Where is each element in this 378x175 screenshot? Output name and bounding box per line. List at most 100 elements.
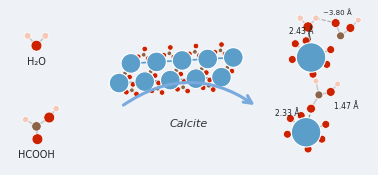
Circle shape <box>24 32 31 39</box>
Circle shape <box>160 70 180 90</box>
Circle shape <box>207 77 212 83</box>
Circle shape <box>187 51 192 57</box>
Circle shape <box>142 71 148 76</box>
Circle shape <box>142 46 147 52</box>
Circle shape <box>135 54 141 60</box>
Circle shape <box>130 82 136 87</box>
Circle shape <box>172 51 192 70</box>
Circle shape <box>31 40 42 51</box>
Circle shape <box>178 71 183 77</box>
Circle shape <box>156 80 161 86</box>
Circle shape <box>127 74 132 80</box>
Text: 2.43 Å: 2.43 Å <box>290 27 314 36</box>
Circle shape <box>32 122 41 131</box>
Circle shape <box>307 104 316 113</box>
Circle shape <box>297 112 305 120</box>
Circle shape <box>198 49 218 69</box>
Circle shape <box>302 37 310 45</box>
Circle shape <box>346 23 355 32</box>
Circle shape <box>175 62 180 67</box>
Text: Calcite: Calcite <box>170 119 208 129</box>
Circle shape <box>222 51 228 57</box>
Circle shape <box>123 71 127 75</box>
Circle shape <box>331 19 340 27</box>
Circle shape <box>212 50 218 55</box>
Circle shape <box>175 86 180 92</box>
Circle shape <box>174 68 178 73</box>
Circle shape <box>181 79 187 84</box>
Circle shape <box>323 60 331 68</box>
Circle shape <box>167 45 173 50</box>
Circle shape <box>200 85 206 90</box>
Circle shape <box>318 135 326 143</box>
Circle shape <box>291 118 321 147</box>
Circle shape <box>141 52 146 57</box>
Circle shape <box>168 69 174 75</box>
Circle shape <box>152 73 158 78</box>
Circle shape <box>355 17 361 23</box>
Circle shape <box>22 116 29 123</box>
Circle shape <box>313 78 319 84</box>
Circle shape <box>322 120 330 128</box>
Circle shape <box>297 15 304 21</box>
Circle shape <box>204 70 209 75</box>
Circle shape <box>225 65 230 70</box>
Circle shape <box>123 65 129 70</box>
Circle shape <box>284 130 291 138</box>
Circle shape <box>326 88 335 96</box>
Circle shape <box>304 145 312 153</box>
Circle shape <box>135 72 155 91</box>
Circle shape <box>303 22 313 32</box>
Circle shape <box>335 81 341 87</box>
Circle shape <box>315 91 323 99</box>
Circle shape <box>309 70 317 78</box>
Circle shape <box>149 88 155 93</box>
Circle shape <box>313 15 319 21</box>
Circle shape <box>186 69 206 89</box>
Circle shape <box>167 51 172 56</box>
Circle shape <box>146 56 151 61</box>
Circle shape <box>211 87 216 92</box>
Circle shape <box>212 67 231 87</box>
Circle shape <box>148 69 153 74</box>
Circle shape <box>44 112 55 123</box>
Circle shape <box>229 68 235 74</box>
Circle shape <box>130 88 134 92</box>
Text: 2.33 Å: 2.33 Å <box>275 108 299 118</box>
Circle shape <box>121 54 141 73</box>
Circle shape <box>327 46 335 54</box>
Circle shape <box>181 85 185 90</box>
Circle shape <box>200 60 206 66</box>
Circle shape <box>291 40 299 48</box>
Circle shape <box>42 32 49 39</box>
Circle shape <box>193 43 199 49</box>
Text: ~3.80 Å: ~3.80 Å <box>323 9 352 16</box>
Circle shape <box>197 53 202 58</box>
Circle shape <box>161 52 167 58</box>
Circle shape <box>200 66 204 71</box>
Text: 1.47 Å: 1.47 Å <box>334 102 358 111</box>
Circle shape <box>337 32 344 40</box>
Text: HCOOH: HCOOH <box>18 150 55 160</box>
FancyArrowPatch shape <box>123 82 252 105</box>
Circle shape <box>124 89 129 95</box>
Circle shape <box>109 73 129 93</box>
Circle shape <box>155 86 160 91</box>
Circle shape <box>219 42 224 47</box>
Circle shape <box>288 55 296 63</box>
Circle shape <box>134 91 139 97</box>
Circle shape <box>296 43 326 72</box>
Circle shape <box>194 68 199 74</box>
Circle shape <box>32 134 43 145</box>
Circle shape <box>185 88 191 94</box>
Circle shape <box>193 50 197 54</box>
Circle shape <box>287 115 294 122</box>
Text: H₂O: H₂O <box>27 57 46 68</box>
Circle shape <box>53 106 59 112</box>
Circle shape <box>117 72 122 78</box>
Circle shape <box>149 63 154 69</box>
Circle shape <box>223 48 243 67</box>
Circle shape <box>218 48 223 53</box>
Circle shape <box>159 90 165 95</box>
Circle shape <box>226 59 231 64</box>
